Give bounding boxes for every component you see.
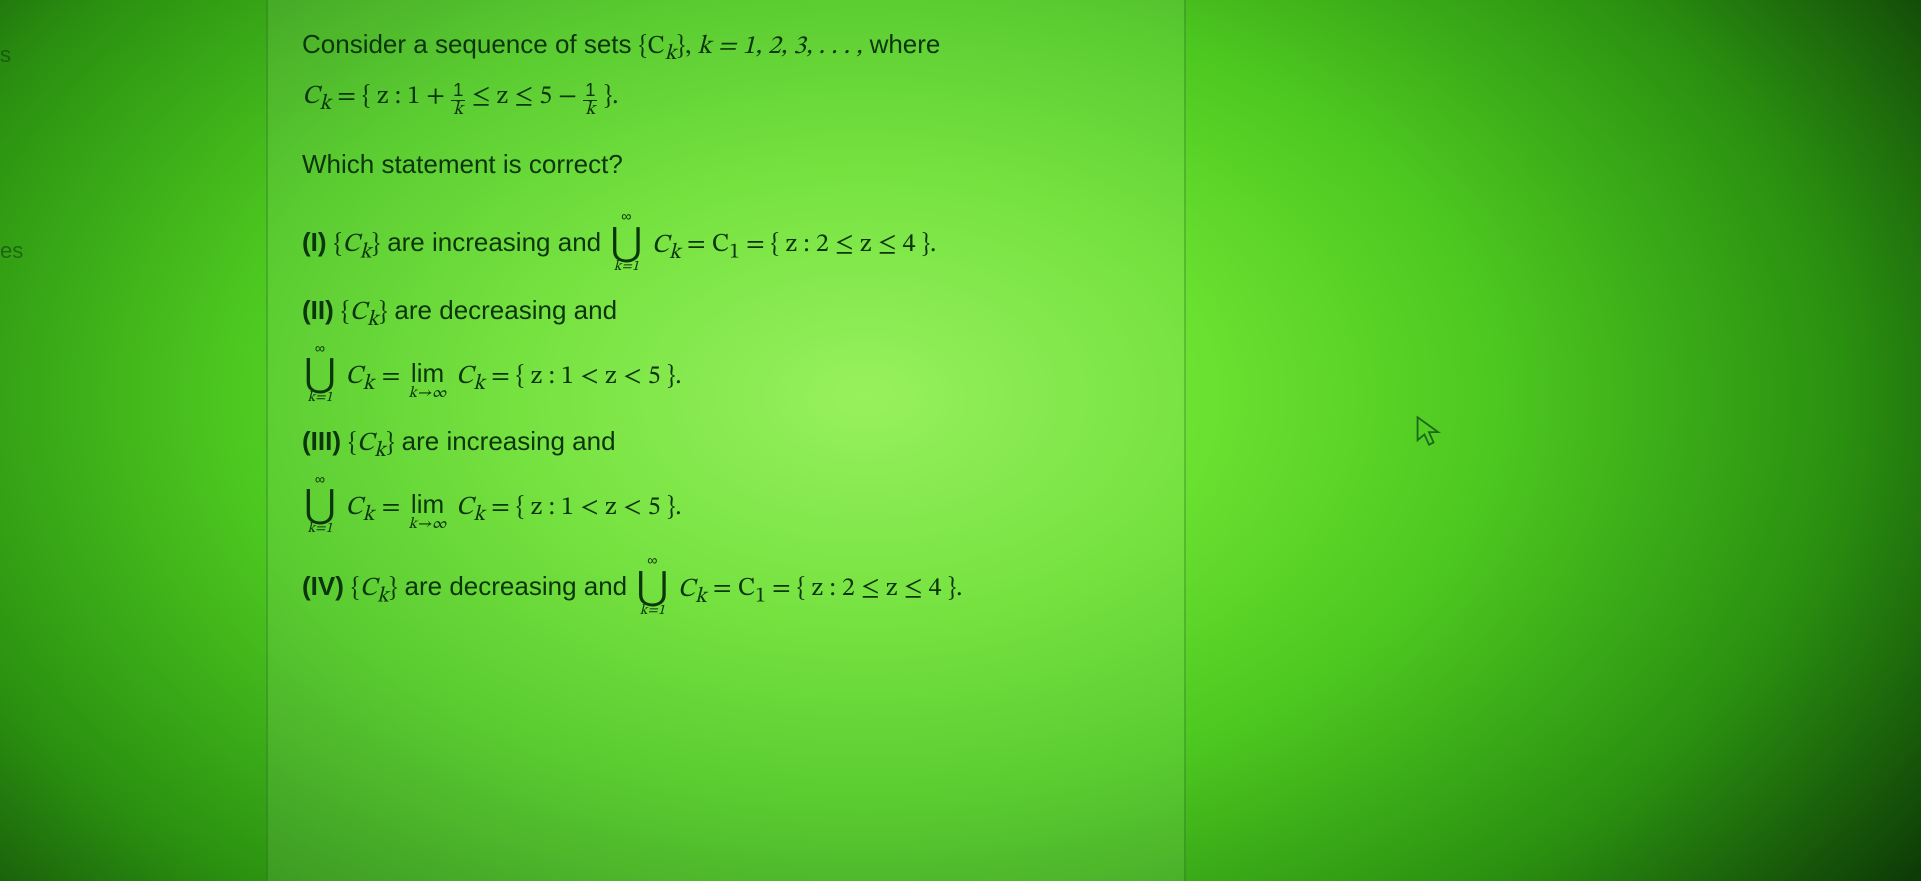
limw: lim — [408, 360, 446, 386]
opt-IV-k: k — [377, 586, 389, 608]
opt-II-C: C — [350, 300, 367, 326]
u3o: ⋃ — [304, 487, 336, 522]
c6: C — [678, 577, 695, 603]
frac1-num: 1 — [451, 81, 465, 101]
u4b: k=1 — [636, 604, 668, 618]
def-k: k — [319, 93, 331, 115]
opt-III-label: (III) — [302, 426, 348, 456]
opt-I-Ck2: Ck — [652, 233, 681, 259]
k-eq: k = 1, 2, 3, . . . , — [697, 34, 862, 60]
lims3: k→∞ — [408, 517, 446, 533]
opt-IV-tail2: = { z : 2 ≤ z ≤ 4 }. — [766, 577, 963, 603]
limw3: lim — [408, 491, 446, 517]
opt-II-bo: { — [341, 300, 350, 326]
k3: k — [473, 373, 485, 395]
k2: k — [363, 373, 375, 395]
opt-I-brace-open: { — [334, 233, 343, 259]
seq-close: }, — [676, 34, 697, 60]
definition-line: Ck = { z : 1 + 1k ≤ z ≤ 5 − 1k }. — [302, 76, 1156, 120]
opt-I-k: k — [360, 242, 372, 264]
def-C: C — [302, 84, 319, 110]
opt-I-C: C — [342, 233, 359, 259]
u4o: ⋃ — [636, 569, 668, 604]
c2: C — [345, 364, 362, 390]
frac-1k-b: 1k — [583, 81, 597, 119]
seq-open: {C — [639, 34, 665, 60]
opt-III-bo: { — [348, 431, 357, 457]
c3: C — [456, 364, 473, 390]
def-eq: = — [331, 84, 362, 110]
option-II-line2: ∞⋃k=1 Ck = limk→∞ Ck = { z : 1 < z < 5 }… — [302, 342, 1156, 406]
question-panel: Consider a sequence of sets {Ck}, k = 1,… — [266, 0, 1186, 881]
k: k — [669, 242, 681, 264]
frac1-den: k — [451, 101, 465, 120]
prompt-text-1: Consider a sequence of sets — [302, 29, 639, 59]
option-II: (II) {Ck} are decreasing and — [302, 292, 1156, 336]
opt-II-Ck3: Ck — [456, 364, 485, 390]
opt-III-k: k — [374, 440, 386, 462]
prompt-line-1: Consider a sequence of sets {Ck}, k = 1,… — [302, 26, 1156, 70]
prompt-line-2: Which statement is correct? — [302, 146, 1156, 182]
def-close: }. — [597, 84, 618, 110]
c4: C — [345, 495, 362, 521]
option-I: (I) {Ck} are increasing and ∞⋃k=1 Ck = C… — [302, 210, 1156, 274]
opt-IV-bo: { — [351, 577, 360, 603]
def-mid: ≤ z ≤ 5 − — [465, 84, 583, 110]
opt-II-eq: = — [382, 364, 407, 390]
option-III: (III) {Ck} are increasing and — [302, 423, 1156, 467]
frac-1k-a: 1k — [451, 81, 465, 119]
opt-II-text: are decreasing and — [387, 295, 617, 325]
def-open: { z : 1 + — [362, 84, 451, 110]
opt-III-C: C — [357, 431, 374, 457]
opt-IV-Ck2: Ck — [678, 577, 707, 603]
frac2-num: 1 — [583, 81, 597, 101]
where: where — [862, 29, 940, 59]
opt-IV-union: ∞⋃k=1 — [636, 554, 668, 618]
u3b: k=1 — [304, 522, 336, 536]
opt-I-union: ∞⋃k=1 — [610, 210, 642, 274]
u2b: k=1 — [304, 391, 336, 405]
opt-II-union: ∞⋃k=1 — [304, 342, 336, 406]
opt-I-label: (I) — [302, 228, 334, 258]
k5: k — [473, 504, 485, 526]
option-III-line2: ∞⋃k=1 Ck = limk→∞ Ck = { z : 1 < z < 5 }… — [302, 473, 1156, 537]
c5: C — [456, 495, 473, 521]
opt-III-Ck2: Ck — [345, 495, 374, 521]
opt-I-tail2: = { z : 2 ≤ z ≤ 4 }. — [740, 233, 937, 259]
union-op: ⋃ — [610, 225, 642, 260]
side-tab-top: s — [0, 42, 28, 68]
opt-III-Ck3: Ck — [456, 495, 485, 521]
opt-IV-tail: = C — [707, 577, 755, 603]
opt-III-text: are increasing and — [394, 426, 615, 456]
opt-III-tail: = { z : 1 < z < 5 }. — [485, 495, 682, 521]
opt-I-tailsub: 1 — [729, 242, 740, 264]
opt-II-tail: = { z : 1 < z < 5 }. — [485, 364, 682, 390]
opt-IV-text: are decreasing and — [397, 572, 634, 602]
opt-I-brace-close: } — [371, 233, 380, 259]
opt-I-text: are increasing and — [380, 228, 608, 258]
seq-sub: k — [665, 43, 677, 65]
opt-III-union: ∞⋃k=1 — [304, 473, 336, 537]
lims: k→∞ — [408, 386, 446, 402]
opt-IV-C: C — [360, 577, 377, 603]
opt-II-bc: } — [379, 300, 388, 326]
opt-II-Ck2: Ck — [345, 364, 374, 390]
option-IV: (IV) {Ck} are decreasing and ∞⋃k=1 Ck = … — [302, 554, 1156, 618]
opt-III-eq: = — [382, 495, 407, 521]
opt-II-k: k — [367, 309, 379, 331]
cursor-icon — [1415, 415, 1443, 447]
side-tab-mid: es — [0, 238, 28, 264]
opt-III-lim: limk→∞ — [408, 491, 446, 533]
opt-II-lim: limk→∞ — [408, 360, 446, 402]
opt-IV-tailsub: 1 — [755, 586, 766, 608]
k6: k — [695, 586, 707, 608]
k4: k — [363, 504, 375, 526]
u2o: ⋃ — [304, 356, 336, 391]
frac2-den: k — [583, 101, 597, 120]
c: C — [652, 233, 669, 259]
opt-II-label: (II) — [302, 295, 341, 325]
opt-IV-label: (IV) — [302, 572, 351, 602]
union-bot: k=1 — [610, 260, 642, 274]
opt-I-tail: = C — [681, 233, 729, 259]
